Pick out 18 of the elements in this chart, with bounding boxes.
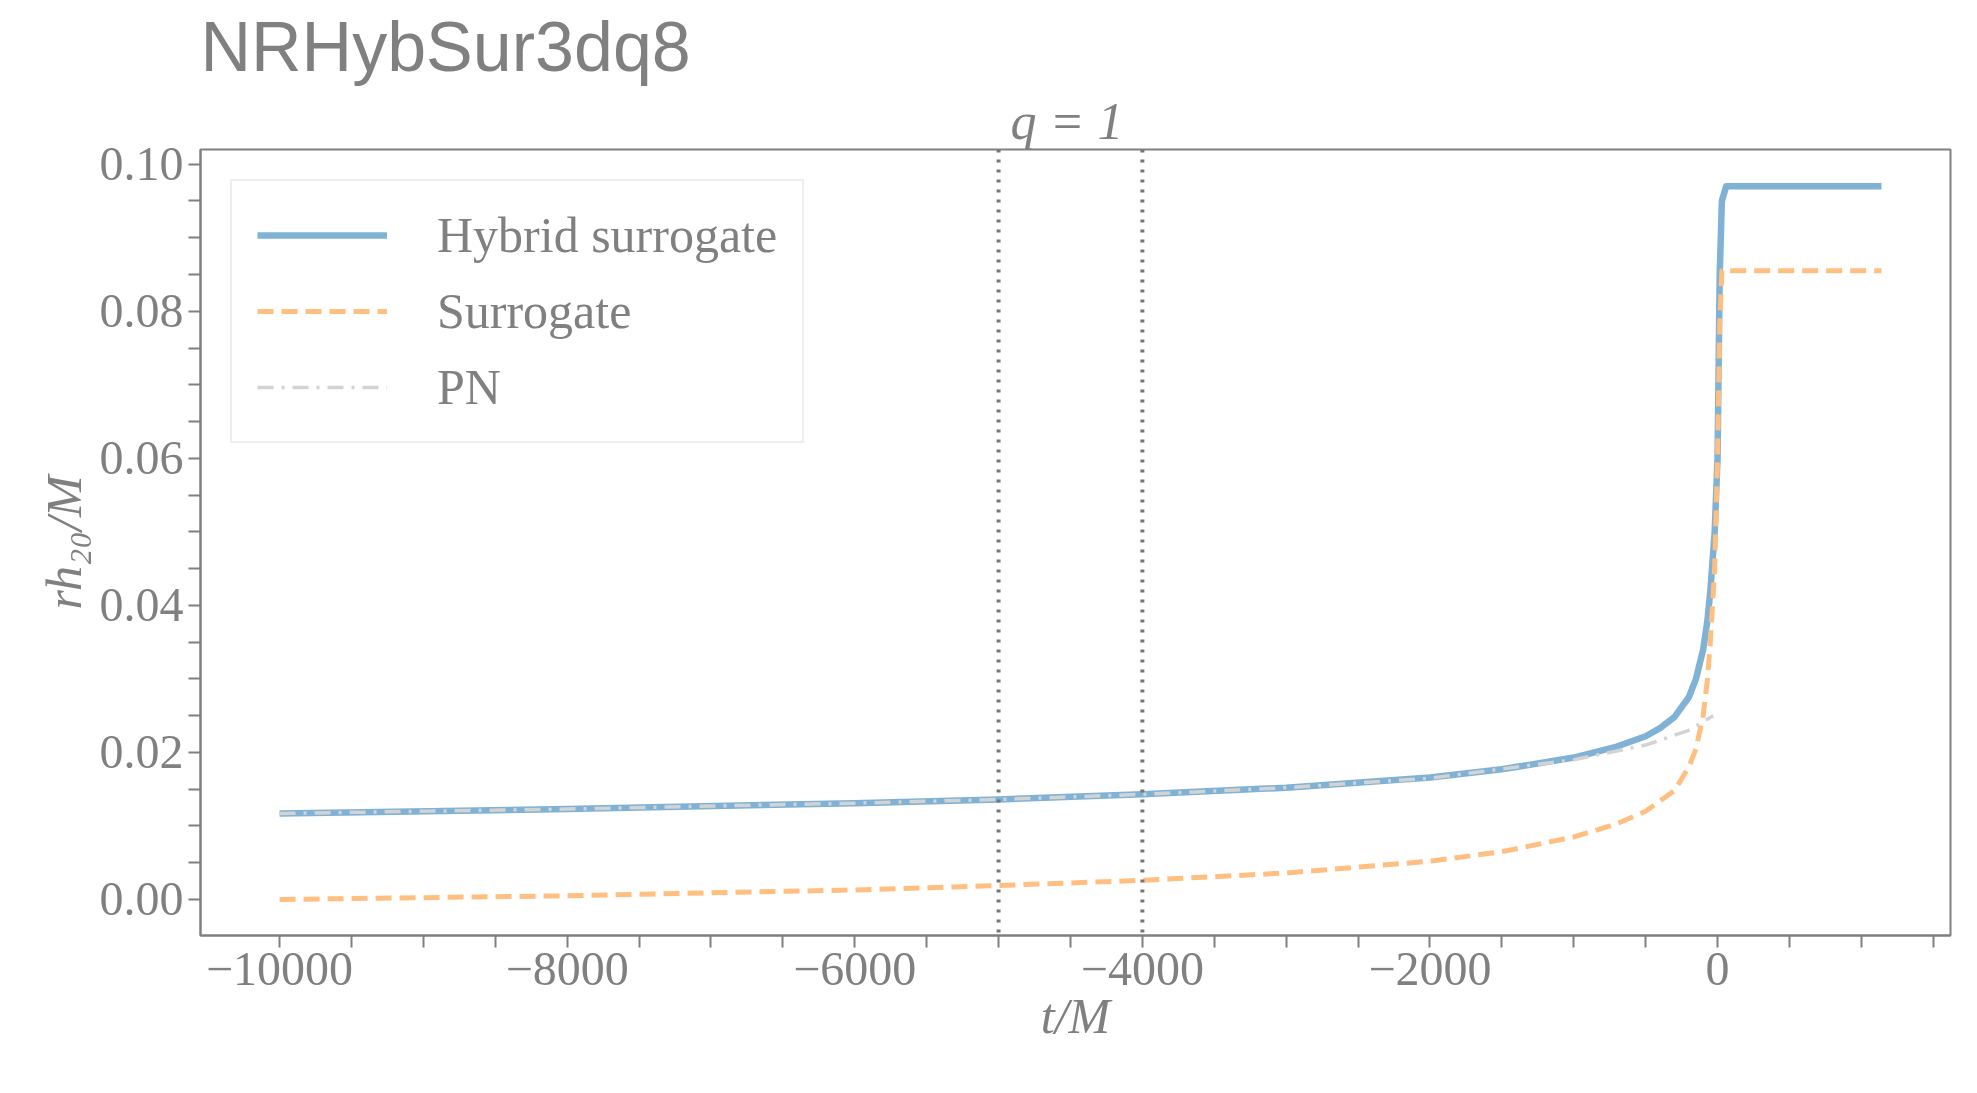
y-tick-label: 0.02 — [99, 725, 184, 779]
y-tick-label: 0.08 — [99, 284, 184, 338]
x-tick-label: −10000 — [206, 941, 354, 995]
y-tick-label: 0.06 — [99, 431, 184, 485]
legend-label: Surrogate — [437, 282, 632, 340]
x-tick-label: 0 — [1705, 941, 1730, 995]
x-tick-label: −8000 — [505, 941, 629, 995]
legend-label: Hybrid surrogate — [437, 206, 778, 264]
line-series — [277, 713, 1715, 816]
chart-title: NRHybSur3dq8 — [200, 7, 691, 86]
x-tick-label: −6000 — [793, 941, 917, 995]
y-tick-label: 0.00 — [99, 872, 184, 926]
y-tick-label: 0.10 — [99, 137, 184, 191]
legend-label: PN — [437, 358, 501, 416]
y-tick-label: 0.04 — [99, 578, 184, 632]
y-axis-title: rh₂₀/M — [35, 473, 92, 610]
x-tick-label: −2000 — [1368, 941, 1492, 995]
text: q = 1 — [1010, 92, 1124, 150]
